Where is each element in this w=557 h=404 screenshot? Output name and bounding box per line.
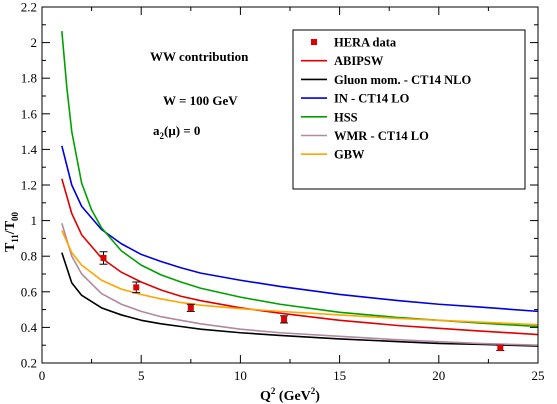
series-line-abipsw — [61, 178, 538, 336]
y-tick-label: 1 — [31, 213, 38, 228]
series-line-gluon-mom-ct14-nlo — [61, 252, 538, 347]
data-point — [497, 344, 504, 351]
legend-label: Gluon mom. - CT14 NLO — [334, 73, 471, 87]
axes-ticks: 0 5 10 15 20 25 0.2 0.4 0.6 0.8 1 1.2 1.4 1.6 1.8 2 2.2 — [21, 0, 545, 383]
data-points — [99, 251, 505, 352]
plot-frame — [41, 6, 539, 364]
legend-label: ABIPSW — [334, 54, 384, 68]
data-point — [133, 284, 140, 291]
legend: HERA data ABIPSW Gluon mom. - CT14 NLO IN -… — [292, 29, 526, 190]
y-axis-title: T11/T00 — [3, 211, 20, 252]
y-tick-label: 1.4 — [21, 142, 38, 157]
y-tick-label: 0.8 — [21, 249, 37, 264]
legend-label: WMR - CT14 LO — [334, 129, 429, 143]
y-tick-label: 0.2 — [21, 356, 37, 371]
x-tick-label: 15 — [333, 368, 346, 383]
x-tick-label: 10 — [234, 368, 247, 383]
annotation-w: W = 100 GeV — [163, 93, 238, 108]
annotation-ww: WW contribution — [150, 49, 249, 64]
y-tick-label: 2 — [31, 35, 38, 50]
y-tick-label: 1.6 — [21, 106, 38, 121]
annotation-a2: a2(μ) = 0 — [153, 123, 200, 141]
legend-label: HSS — [334, 110, 358, 124]
x-tick-label: 0 — [39, 368, 46, 383]
data-point — [100, 254, 107, 261]
x-tick-label: 25 — [532, 368, 545, 383]
legend-marker — [311, 39, 317, 45]
y-tick-label: 1.8 — [21, 71, 37, 86]
series-curves — [61, 30, 538, 347]
x-axis-title: Q2 (GeV2) — [260, 386, 320, 404]
legend-label: IN - CT14 LO — [334, 92, 410, 106]
data-point — [281, 316, 288, 323]
x-tick-label: 20 — [432, 368, 445, 383]
legend-box — [292, 29, 526, 190]
legend-label: GBW — [334, 148, 365, 162]
data-point — [187, 304, 194, 311]
series-line-wmr-ct14-lo — [61, 223, 538, 346]
x-tick-label: 5 — [138, 368, 145, 383]
y-tick-label: 2.2 — [21, 0, 37, 15]
legend-label: HERA data — [334, 36, 397, 50]
y-tick-label: 1.2 — [21, 178, 37, 193]
y-tick-label: 0.4 — [21, 320, 38, 335]
series-line-in-ct14-lo — [61, 145, 538, 313]
y-tick-label: 0.6 — [21, 284, 38, 299]
